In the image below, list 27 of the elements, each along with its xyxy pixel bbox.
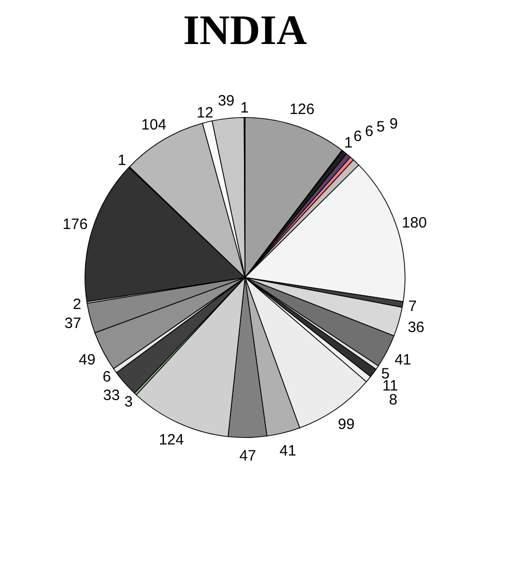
data-label: 1 — [344, 134, 353, 152]
data-label: 180 — [402, 214, 427, 232]
data-label: 39 — [218, 92, 235, 110]
data-label: 41 — [394, 352, 412, 369]
chart-title: INDIA — [183, 8, 308, 54]
data-label: 37 — [64, 314, 82, 332]
data-label: 6 — [102, 368, 111, 386]
data-label: 5 — [376, 118, 385, 136]
data-label: 47 — [239, 447, 256, 464]
data-label: 126 — [289, 100, 314, 118]
data-label: 1 — [118, 152, 126, 170]
data-label: 176 — [62, 216, 88, 234]
data-label: 2 — [72, 296, 82, 313]
data-label: 6 — [365, 123, 374, 140]
data-label: 7 — [408, 298, 417, 316]
data-label: 12 — [196, 104, 214, 122]
data-label: 9 — [389, 116, 398, 133]
data-label: 6 — [354, 128, 362, 145]
data-label: 33 — [103, 387, 120, 404]
data-label: 124 — [158, 432, 184, 449]
data-label: 36 — [408, 318, 424, 336]
data-label: 41 — [279, 442, 296, 460]
data-label: 49 — [78, 352, 96, 369]
data-label: 3 — [124, 393, 133, 410]
data-label: 99 — [338, 416, 355, 433]
data-label: 1 — [240, 100, 249, 116]
data-label: 104 — [141, 116, 166, 134]
